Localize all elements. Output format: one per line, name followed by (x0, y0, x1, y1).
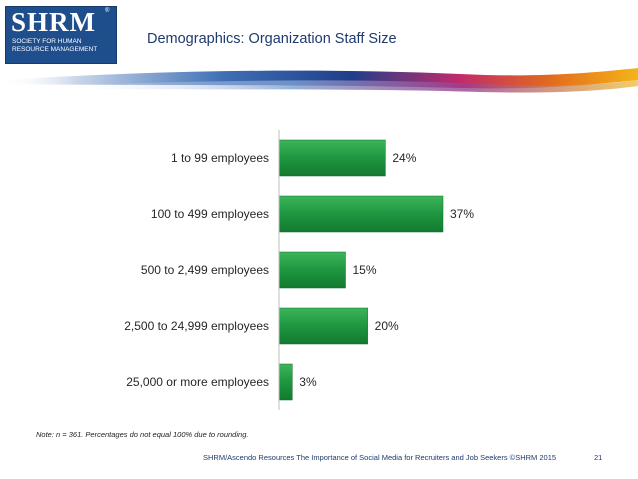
value-label: 3% (299, 375, 317, 389)
slide-title: Demographics: Organization Staff Size (147, 31, 397, 47)
bar-1 (278, 139, 386, 177)
bar-5 (278, 363, 293, 401)
logo-letters: SHRM (11, 7, 96, 37)
bar-3 (278, 251, 346, 289)
ribbon-band-secondary (60, 80, 638, 93)
bar-chart: 1 to 99 employees 24% 100 to 499 employees… (124, 130, 474, 410)
footer-source: SHRM/Ascendo Resources The Importance of… (203, 453, 557, 462)
category-label: 100 to 499 employees (151, 207, 269, 221)
category-label: 1 to 99 employees (171, 151, 269, 165)
decorative-ribbon (0, 68, 638, 93)
logo-background (5, 6, 117, 64)
value-label: 20% (375, 319, 399, 333)
bar-4 (278, 307, 368, 345)
value-label: 24% (392, 151, 416, 165)
logo-registered-mark: ® (105, 8, 110, 14)
value-label: 15% (352, 263, 376, 277)
footnote: Note: n = 361. Percentages do not equal … (36, 430, 249, 439)
category-label: 25,000 or more employees (126, 375, 269, 389)
logo-subtitle: Society for Human Resource Management (12, 38, 98, 53)
value-label: 37% (450, 207, 474, 221)
page-number: 21 (594, 453, 603, 462)
category-label: 500 to 2,499 employees (141, 263, 269, 277)
shrm-logo: SHRM ® Society for Human Resource Manage… (5, 6, 117, 64)
category-label: 2,500 to 24,999 employees (124, 319, 269, 333)
bar-2 (278, 195, 444, 233)
